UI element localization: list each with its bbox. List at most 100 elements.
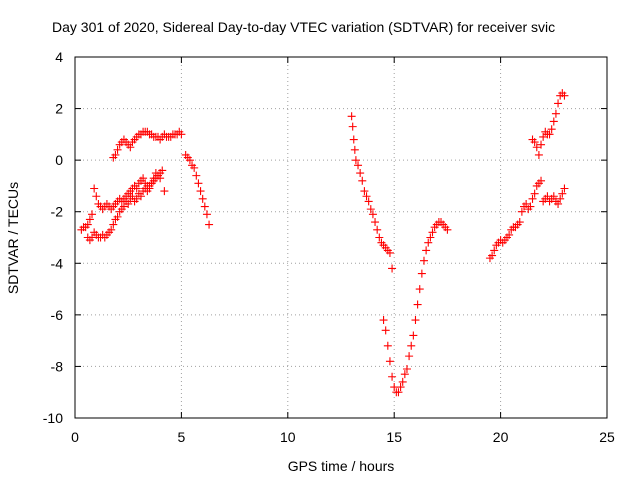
data-point [379, 316, 388, 325]
data-point [422, 246, 431, 255]
data-point [113, 145, 122, 154]
data-point [88, 210, 97, 219]
data-point [143, 187, 152, 196]
data-point [415, 285, 424, 294]
data-point [128, 192, 137, 201]
data-point [109, 220, 118, 229]
data-point [411, 316, 420, 325]
data-point [356, 169, 365, 178]
data-point [428, 228, 437, 237]
data-point [354, 161, 363, 170]
data-point [385, 248, 394, 257]
data-point [132, 194, 141, 203]
data-point [192, 171, 201, 180]
data-point [443, 225, 452, 234]
data-point [350, 145, 359, 154]
data-point [522, 199, 531, 208]
data-point [198, 194, 207, 203]
data-point [545, 130, 554, 139]
y-axis-label: SDTVAR / TECUs [5, 182, 21, 294]
series-seg-b [83, 166, 169, 245]
data-point [488, 251, 497, 260]
series-seg-g [485, 176, 569, 263]
data-point [160, 187, 169, 196]
data-point [560, 184, 569, 193]
series-seg-e [347, 112, 397, 273]
y-tick-label: 4 [55, 49, 63, 65]
data-point [202, 210, 211, 219]
data-point [358, 176, 367, 185]
data-point [107, 225, 116, 234]
data-point [185, 156, 194, 165]
series-seg-c [109, 127, 186, 162]
data-point [347, 112, 356, 121]
data-point [388, 264, 397, 273]
data-point [537, 176, 546, 185]
data-point [124, 199, 133, 208]
data-point [196, 187, 205, 196]
data-point [368, 210, 377, 219]
data-point [417, 269, 426, 278]
data-point [537, 140, 546, 149]
data-point [426, 233, 435, 242]
data-point [139, 174, 148, 183]
data-point [373, 225, 382, 234]
data-point [413, 300, 422, 309]
grid-lines [75, 57, 607, 418]
data-point [419, 256, 428, 265]
data-point [83, 220, 92, 229]
y-tick-label: -4 [51, 255, 64, 271]
y-tick-label: -6 [51, 307, 64, 323]
data-point [402, 365, 411, 374]
data-point [394, 388, 403, 397]
data-point [190, 163, 199, 172]
data-point [549, 117, 558, 126]
data-point [136, 192, 145, 201]
y-tick-label: -10 [43, 410, 63, 426]
x-tick-label: 5 [178, 429, 186, 445]
data-point [551, 109, 560, 118]
y-tick-label: 0 [55, 152, 63, 168]
x-tick-label: 20 [493, 429, 509, 445]
data-point [554, 99, 563, 108]
y-tick-label: 2 [55, 101, 63, 117]
data-point [348, 122, 357, 131]
data-point [517, 207, 526, 216]
data-point [526, 202, 535, 211]
series-seg-f [379, 218, 452, 397]
data-point [490, 246, 499, 255]
data-point [547, 125, 556, 134]
data-point [539, 132, 548, 141]
data-point [371, 218, 380, 227]
data-point [364, 197, 373, 206]
data-point [388, 372, 397, 381]
x-tick-label: 15 [386, 429, 402, 445]
data-marks [77, 89, 569, 397]
data-point [396, 383, 405, 392]
axis-ticks: 0 5 10 15 20 25 -10 -8 -6 -4 -2 0 2 4 [43, 49, 615, 445]
data-point [349, 135, 358, 144]
data-point [405, 352, 414, 361]
data-point [515, 218, 524, 227]
series-seg-d [181, 150, 214, 229]
data-point [558, 189, 567, 198]
data-point [132, 184, 141, 193]
data-point [383, 341, 392, 350]
x-tick-label: 10 [280, 429, 296, 445]
plot-frame [74, 56, 608, 419]
data-point [530, 138, 539, 147]
data-point [126, 143, 135, 152]
data-point [554, 199, 563, 208]
data-point [119, 202, 128, 211]
x-axis-label: GPS time / hours [288, 458, 395, 474]
data-point [351, 156, 360, 165]
data-point [194, 179, 203, 188]
data-point [360, 187, 369, 196]
x-tick-label: 25 [599, 429, 615, 445]
data-point [85, 215, 94, 224]
data-point [398, 377, 407, 386]
y-tick-label: -8 [51, 358, 64, 374]
series-seg-h [528, 89, 569, 159]
data-point [366, 205, 375, 214]
